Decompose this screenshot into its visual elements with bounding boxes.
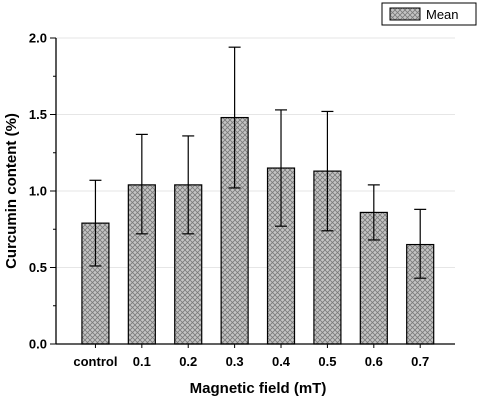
x-tick-label: 0.3 bbox=[226, 354, 244, 369]
tick-labels: 0.0 0.5 1.0 1.5 2.0 control 0.1 0.2 0.3 0.4 0.5 0.6… bbox=[29, 31, 429, 370]
x-tick-label: 0.6 bbox=[365, 354, 383, 369]
legend: Mean bbox=[381, 2, 477, 26]
y-tick-label: 1.0 bbox=[29, 184, 47, 199]
grid-lines bbox=[56, 37, 455, 268]
error-bars bbox=[89, 46, 427, 279]
y-tick-label: 0.5 bbox=[29, 260, 47, 275]
axes bbox=[50, 37, 455, 348]
bars bbox=[81, 116, 435, 345]
x-tick-label: 0.1 bbox=[133, 354, 151, 369]
x-axis-title: Magnetic field (mT) bbox=[190, 380, 327, 397]
y-tick-label: 2.0 bbox=[29, 31, 47, 46]
y-axis-title: Curcumin content (%) bbox=[3, 113, 20, 269]
y-tick-label: 0.0 bbox=[29, 337, 47, 352]
x-tick-label: 0.2 bbox=[179, 354, 197, 369]
y-tick-label: 1.5 bbox=[29, 107, 47, 122]
bar bbox=[266, 167, 296, 345]
x-tick-label: 0.4 bbox=[272, 354, 291, 369]
x-tick-label: 0.7 bbox=[411, 354, 429, 369]
x-tick-label: control bbox=[73, 354, 117, 369]
legend-swatch bbox=[389, 7, 421, 21]
legend-label: Mean bbox=[426, 7, 459, 22]
x-tick-label: 0.5 bbox=[318, 354, 336, 369]
